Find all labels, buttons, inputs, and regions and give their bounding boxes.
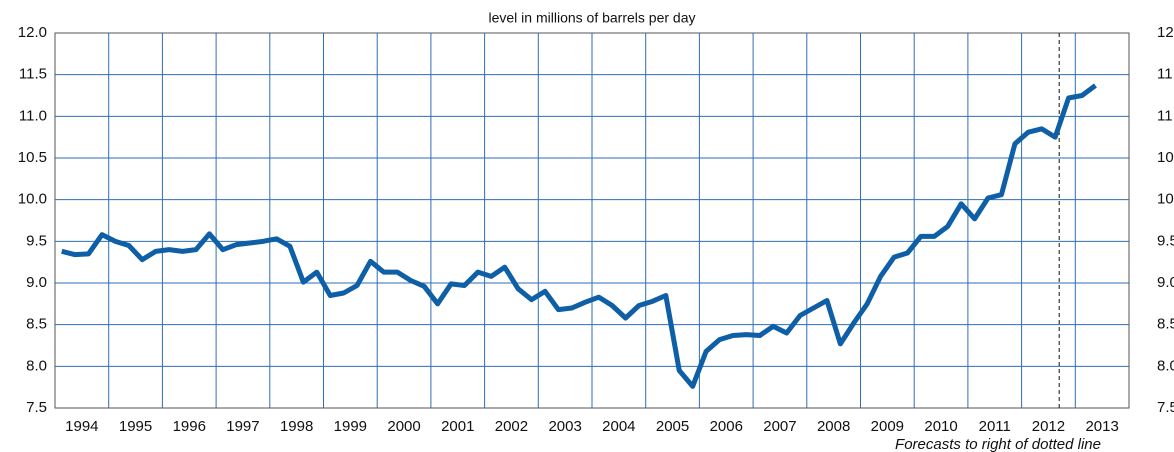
y2-tick-label: 12.0: [1157, 24, 1174, 41]
y2-tick-label: 10.5: [1157, 149, 1174, 166]
x-tick-label: 2007: [763, 418, 796, 435]
y2-tick-label: 10.0: [1157, 191, 1174, 208]
x-tick-label: 1996: [173, 418, 206, 435]
x-tick-label: 2002: [495, 418, 528, 435]
y2-tick-label: 11.5: [1157, 66, 1174, 83]
y2-tick-label: 8.5: [1157, 316, 1174, 333]
x-tick-label: 1998: [280, 418, 313, 435]
y2-tick-label: 9.0: [1157, 274, 1174, 291]
x-tick-label: 1994: [65, 418, 98, 435]
y-tick-label: 8.5: [26, 316, 47, 333]
y2-tick-label: 8.0: [1157, 357, 1174, 374]
y-tick-label: 11.5: [19, 66, 47, 83]
x-tick-label: 2006: [710, 418, 743, 435]
plot-frame: [54, 32, 1130, 409]
y-tick-label: 9.0: [26, 274, 47, 291]
x-tick-label: 1997: [226, 418, 259, 435]
x-tick-label: 2012: [1032, 418, 1065, 435]
x-tick-label: 2010: [924, 418, 957, 435]
data-line: [61, 83, 1097, 389]
y-tick-label: 12.0: [18, 24, 47, 41]
y-tick-label: 10.5: [18, 149, 47, 166]
x-tick-label: 2004: [602, 418, 635, 435]
x-tick-label: 2008: [817, 418, 850, 435]
y2-tick-label: 9.5: [1157, 232, 1174, 249]
x-tick-label: 2005: [656, 418, 689, 435]
x-tick-label: 2013: [1085, 418, 1118, 435]
x-tick-label: 2000: [387, 418, 420, 435]
annotation: Forecasts to right of dotted line: [895, 436, 1101, 452]
y-tick-label: 9.5: [26, 232, 47, 249]
x-tick-label: 1995: [119, 418, 152, 435]
y-tick-label: 11.0: [19, 107, 47, 124]
chart-title: level in millions of barrels per day: [489, 10, 696, 26]
x-tick-label: 2009: [871, 418, 904, 435]
x-tick-label: 1999: [334, 418, 367, 435]
x-tick-label: 2003: [548, 418, 581, 435]
y2-tick-label: 7.5: [1157, 399, 1174, 416]
y-tick-label: 8.0: [26, 357, 47, 374]
y-tick-label: 7.5: [26, 399, 47, 416]
y2-tick-label: 11.0: [1157, 107, 1174, 124]
y-tick-label: 10.0: [18, 191, 47, 208]
x-tick-label: 2011: [979, 418, 1011, 435]
x-tick-label: 2001: [441, 418, 474, 435]
